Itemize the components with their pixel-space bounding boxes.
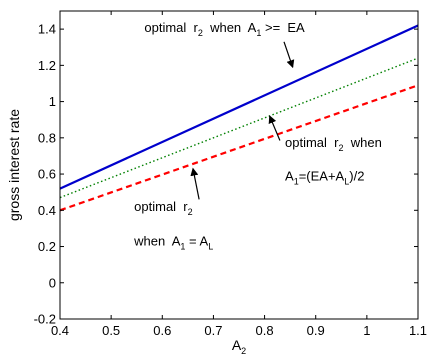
y-tick-label: 0.8: [38, 130, 56, 145]
annotation-text-part: A: [285, 168, 294, 183]
annotation-text-3: A1=(EA+AL)/2: [285, 168, 364, 186]
x-axis-label: A2: [232, 337, 246, 356]
x-tick-label: 0.7: [204, 323, 222, 338]
annotation-text-part: when A: [203, 20, 257, 35]
y-tick-label: 1: [49, 94, 56, 109]
y-axis-label: gross interest rate: [6, 109, 22, 221]
plot-series: [59, 24, 419, 212]
x-tick-label: 0.8: [256, 323, 274, 338]
annotation-text-2: optimal r2 when: [285, 135, 382, 153]
x-tick-label: 0.5: [102, 323, 120, 338]
y-axis: -0.2 0 0.2 0.4 0.6 0.8 1 1.2 1.4: [34, 22, 418, 327]
annotation-text-part: 2: [188, 207, 193, 217]
x-tick-label: 0.9: [307, 323, 325, 338]
y-tick-label: 1.2: [38, 58, 56, 73]
y-tick-label: 0: [49, 275, 56, 290]
annotation-text-part: >= EA: [261, 20, 305, 35]
series-line-1: [59, 24, 419, 190]
annotation-text-part: 1: [294, 176, 299, 186]
annotation-text-part: 1: [256, 28, 261, 38]
annotation-text-part: 2: [338, 143, 343, 153]
annotation-arrow: [283, 41, 295, 69]
x-tick-label: 1: [363, 323, 370, 338]
x-axis-label-main: A: [232, 337, 242, 353]
y-tick-label: 1.4: [38, 22, 56, 37]
series-line-3: [59, 84, 419, 212]
x-tick-label: 1.1: [409, 323, 427, 338]
annotation-text-part: 2: [198, 28, 203, 38]
annotation-text-part: = A: [185, 234, 208, 249]
x-tick-label: 0.6: [153, 323, 171, 338]
annotation-text-part: when A: [133, 234, 181, 249]
annotation-arrow: [190, 167, 200, 200]
annotation-text-part: optimal r: [134, 199, 188, 214]
plot-frame: [59, 10, 419, 320]
annotation-text-part: optimal r: [144, 20, 198, 35]
annotation-text-part: =(EA+A: [299, 168, 345, 183]
annotation-text-part: L: [208, 242, 213, 252]
x-tick-label: 0.4: [51, 323, 69, 338]
annotation-text-part: when: [344, 135, 382, 150]
y-tick-label: 0.2: [38, 239, 56, 254]
annotation-text-1: optimal r2 when A1 >= EA: [144, 20, 305, 38]
annotation-text-part: optimal r: [285, 135, 339, 150]
series-line-2: [59, 57, 419, 199]
x-axis: 0.4 0.5 0.6 0.7 0.8 0.9 1 1.1: [51, 11, 427, 338]
annotation-text-part: )/2: [349, 168, 364, 183]
annotation-text-5: when A1 = AL: [133, 234, 213, 252]
annotation-text-part: L: [344, 176, 349, 186]
y-tick-label: 0.6: [38, 167, 56, 182]
y-tick-label: 0.4: [38, 203, 56, 218]
annotation-text-4: optimal r2: [134, 199, 192, 217]
annotation-text-part: 1: [180, 242, 185, 252]
annotation-arrow: [268, 115, 281, 141]
x-axis-label-subscript: 2: [241, 346, 246, 356]
y-tick-label: -0.2: [34, 312, 56, 327]
